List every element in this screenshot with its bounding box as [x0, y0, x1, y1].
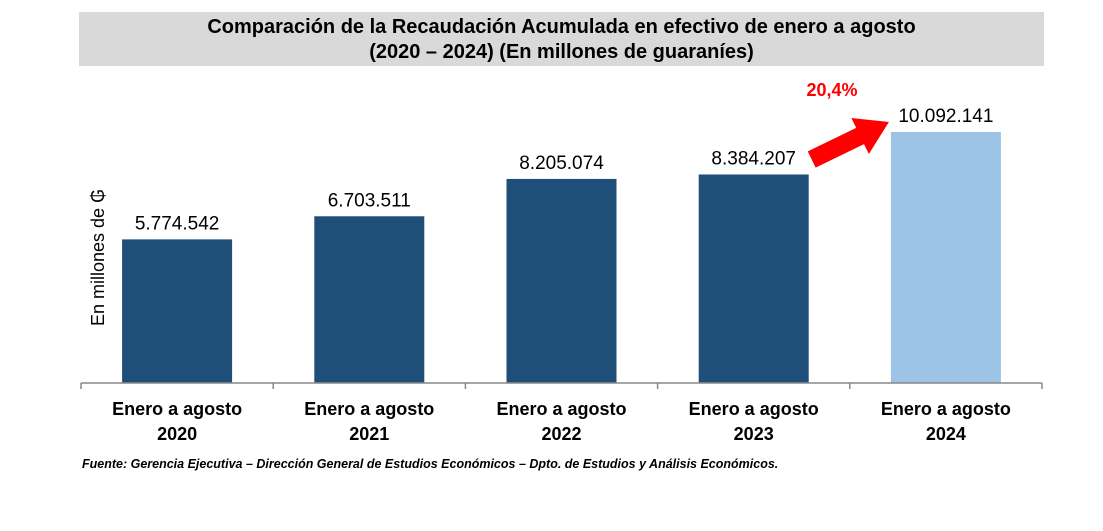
- data-label-2024: 10.092.141: [898, 106, 993, 127]
- data-label-2022: 8.205.074: [519, 153, 604, 174]
- bar-2022: [506, 178, 617, 383]
- chart-title-line-2: (2020 – 2024) (En millones de guaraníes): [369, 41, 754, 63]
- x-tick-label-line1: Enero a agosto: [881, 399, 1011, 419]
- x-tick-label-line2: 2023: [734, 424, 774, 444]
- chart-title-line-1: Comparación de la Recaudación Acumulada …: [207, 16, 916, 38]
- bar-2024: [890, 132, 1001, 383]
- data-label-2020: 5.774.542: [135, 213, 220, 234]
- x-tick-label-line2: 2024: [926, 424, 966, 444]
- data-label-2023: 8.384.207: [711, 148, 796, 169]
- source-footnote: Fuente: Gerencia Ejecutiva – Dirección G…: [82, 457, 779, 471]
- x-tick-label-line1: Enero a agosto: [496, 399, 626, 419]
- bar-2023: [698, 174, 809, 383]
- x-tick-label-line1: Enero a agosto: [112, 399, 242, 419]
- data-label-2021: 6.703.511: [328, 190, 411, 211]
- x-tick-label-line2: 2021: [349, 424, 389, 444]
- x-tick-label-line1: Enero a agosto: [689, 399, 819, 419]
- y-axis-label: En millones de ₲: [88, 189, 108, 326]
- x-tick-label-line2: 2020: [157, 424, 197, 444]
- growth-percentage-annotation: 20,4%: [806, 80, 857, 100]
- x-tick-label-line2: 2022: [541, 424, 581, 444]
- chart-title-box: Comparación de la Recaudación Acumulada …: [79, 12, 1044, 66]
- growth-arrow-icon: [807, 117, 889, 168]
- x-tick-label-line1: Enero a agosto: [304, 399, 434, 419]
- bar-2020: [122, 239, 233, 383]
- bar-2021: [314, 216, 425, 383]
